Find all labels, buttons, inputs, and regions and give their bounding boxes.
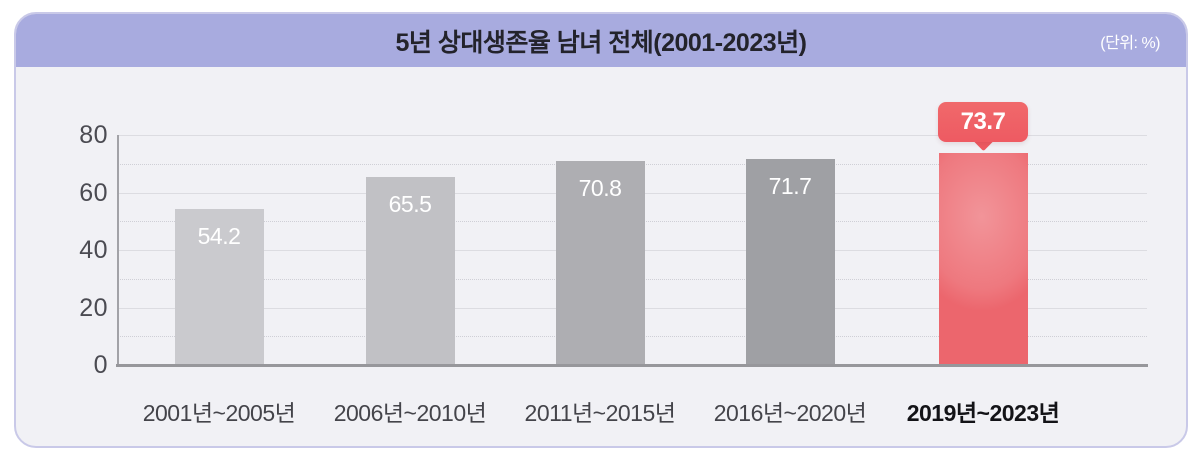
unit-label: (단위: %) <box>1100 34 1160 52</box>
bar-value-label: 71.7 <box>768 172 812 199</box>
bar: 65.5 <box>365 176 455 365</box>
gridline-major <box>117 135 1147 136</box>
bar-value-label: 65.5 <box>388 190 432 217</box>
chart-card: 5년 상대생존율 남녀 전체(2001-2023년) (단위: %) 0 20 40… <box>14 12 1188 448</box>
plot-area: 0 20 40 60 80 54.2 65.5 70.8 71.7 73.7 2001년~2005년… <box>16 14 1186 446</box>
bar: 71.7 <box>745 158 835 365</box>
x-category-label: 2019년~2023년 <box>906 400 1060 426</box>
chart-title: 5년 상대생존율 남녀 전체(2001-2023년) <box>395 28 807 57</box>
x-category-label: 2001년~2005년 <box>142 400 296 426</box>
x-category-label: 2016년~2020년 <box>713 400 867 426</box>
y-tick-label: 60 <box>79 178 108 207</box>
bar: 70.8 <box>555 161 645 365</box>
y-axis-line <box>117 135 119 365</box>
x-category-label: 2011년~2015년 <box>524 400 676 426</box>
y-tick-label: 20 <box>79 293 108 322</box>
x-category-label: 2006년~2010년 <box>333 400 487 426</box>
bar: 54.2 <box>174 209 264 365</box>
y-tick-label: 80 <box>79 121 108 149</box>
callout-badge: 73.7 <box>938 102 1028 143</box>
chart-header: 5년 상대생존율 남녀 전체(2001-2023년) (단위: %) <box>16 14 1186 67</box>
bar <box>938 153 1028 365</box>
y-tick-label: 40 <box>79 236 108 264</box>
y-tick-label: 0 <box>93 351 108 379</box>
bar-value-label: 54.2 <box>197 223 241 250</box>
callout: 73.7 <box>938 102 1028 152</box>
x-axis-line <box>116 364 1148 367</box>
bar-value-label: 70.8 <box>578 175 622 202</box>
